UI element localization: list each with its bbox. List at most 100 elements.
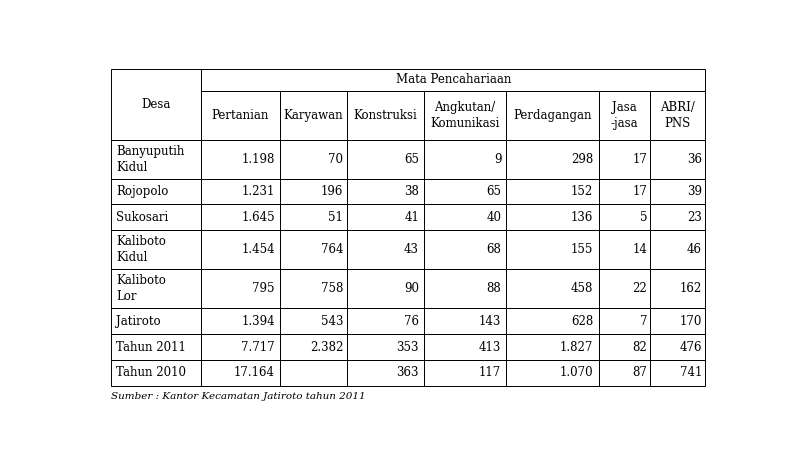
Bar (599, 308, 650, 334)
Text: Sumber : Kantor Kecamatan Jatiroto tahun 2011: Sumber : Kantor Kecamatan Jatiroto tahun… (111, 392, 365, 402)
Text: 795: 795 (252, 282, 275, 295)
Text: 458: 458 (571, 282, 593, 295)
Bar (599, 334, 650, 360)
Text: 43: 43 (404, 243, 419, 256)
Text: 23: 23 (687, 211, 702, 224)
Text: ABRI/
PNS: ABRI/ PNS (661, 101, 695, 130)
Bar (347, 205, 423, 230)
Bar (279, 179, 347, 205)
Bar (347, 269, 423, 308)
Text: 1.827: 1.827 (560, 341, 593, 353)
Text: Desa: Desa (142, 98, 170, 111)
Text: Mata Pencahariaan: Mata Pencahariaan (396, 73, 511, 87)
Bar (650, 179, 705, 205)
Bar (650, 230, 705, 269)
Bar (201, 230, 279, 269)
Bar (347, 230, 423, 269)
Bar (201, 179, 279, 205)
Text: 2.382: 2.382 (310, 341, 343, 353)
Text: 9: 9 (494, 153, 501, 166)
Text: 543: 543 (321, 314, 343, 328)
Bar (506, 230, 599, 269)
Text: 353: 353 (396, 341, 419, 353)
Bar (650, 91, 705, 139)
Bar (506, 179, 599, 205)
Text: 413: 413 (479, 341, 501, 353)
Text: 51: 51 (328, 211, 343, 224)
Text: 298: 298 (571, 153, 593, 166)
Bar (279, 360, 347, 386)
Text: 40: 40 (486, 211, 501, 224)
Text: 39: 39 (687, 185, 702, 198)
Text: Rojopolo: Rojopolo (116, 185, 169, 198)
Text: Karyawan: Karyawan (283, 109, 343, 122)
Text: 7: 7 (640, 314, 647, 328)
Bar (506, 91, 599, 139)
Text: 143: 143 (479, 314, 501, 328)
Text: 1.231: 1.231 (241, 185, 275, 198)
Text: Angkutan/
Komunikasi: Angkutan/ Komunikasi (430, 101, 500, 130)
Text: 476: 476 (680, 341, 702, 353)
Text: 764: 764 (321, 243, 343, 256)
Text: 38: 38 (404, 185, 419, 198)
Bar (201, 91, 279, 139)
Bar (599, 205, 650, 230)
Text: 82: 82 (632, 341, 647, 353)
Bar (506, 205, 599, 230)
Bar (279, 269, 347, 308)
Bar (423, 91, 506, 139)
Bar (347, 360, 423, 386)
Text: 65: 65 (486, 185, 501, 198)
Text: 41: 41 (404, 211, 419, 224)
Bar (506, 334, 599, 360)
Text: 1.198: 1.198 (241, 153, 275, 166)
Bar (111, 308, 201, 334)
Text: 196: 196 (321, 185, 343, 198)
Text: 46: 46 (687, 243, 702, 256)
Text: 170: 170 (680, 314, 702, 328)
Bar (506, 139, 599, 179)
Text: Tahun 2011: Tahun 2011 (116, 341, 186, 353)
Text: 1.070: 1.070 (560, 366, 593, 380)
Bar (279, 230, 347, 269)
Bar (650, 334, 705, 360)
Bar (506, 360, 599, 386)
Bar (599, 360, 650, 386)
Bar (650, 269, 705, 308)
Bar (423, 334, 506, 360)
Bar (599, 179, 650, 205)
Bar (111, 139, 201, 179)
Bar (279, 205, 347, 230)
Text: 17: 17 (632, 153, 647, 166)
Text: 162: 162 (680, 282, 702, 295)
Bar (279, 139, 347, 179)
Bar (201, 139, 279, 179)
Text: 70: 70 (328, 153, 343, 166)
Bar (423, 179, 506, 205)
Text: 87: 87 (632, 366, 647, 380)
Text: Kaliboto
Lor: Kaliboto Lor (116, 274, 166, 303)
Bar (423, 205, 506, 230)
Text: 1.454: 1.454 (241, 243, 275, 256)
Text: 1.645: 1.645 (241, 211, 275, 224)
Text: Tahun 2010: Tahun 2010 (116, 366, 186, 380)
Text: 5: 5 (640, 211, 647, 224)
Bar (201, 334, 279, 360)
Bar (599, 230, 650, 269)
Text: 152: 152 (571, 185, 593, 198)
Text: 136: 136 (571, 211, 593, 224)
Bar (423, 139, 506, 179)
Bar (650, 205, 705, 230)
Text: 22: 22 (632, 282, 647, 295)
Bar (279, 91, 347, 139)
Bar (650, 308, 705, 334)
Bar (599, 269, 650, 308)
Bar (111, 334, 201, 360)
Bar (650, 360, 705, 386)
Bar (279, 334, 347, 360)
Bar (347, 91, 423, 139)
Bar (599, 139, 650, 179)
Text: 76: 76 (404, 314, 419, 328)
Text: 117: 117 (479, 366, 501, 380)
Bar (347, 139, 423, 179)
